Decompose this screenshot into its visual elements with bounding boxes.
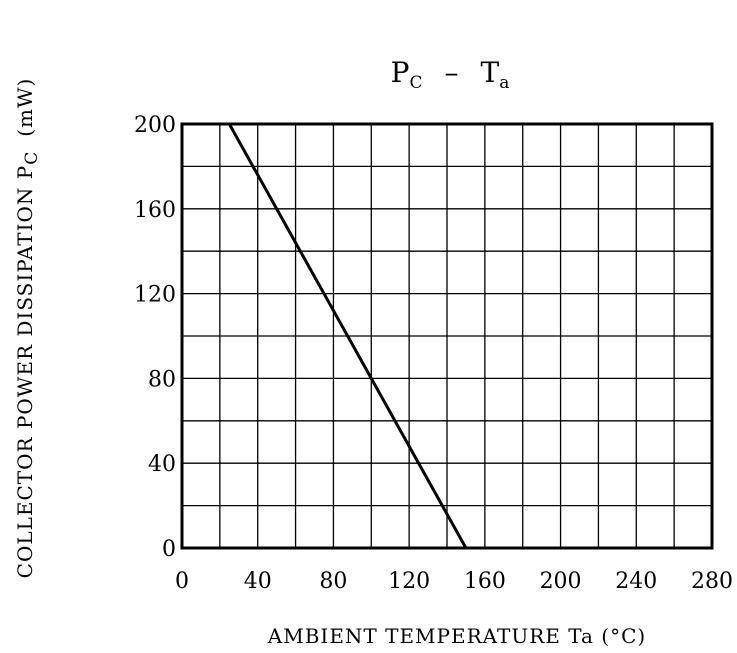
y-tick-label: 200 — [134, 113, 176, 138]
series-line-0 — [182, 122, 468, 549]
y-tick-label: 120 — [134, 283, 176, 308]
chart-title: PC – Ta — [391, 56, 510, 93]
x-tick-label: 160 — [464, 569, 506, 594]
x-axis-label: AMBIENT TEMPERATURE Ta (°C) — [267, 624, 646, 648]
chart-grid — [182, 124, 712, 548]
tick-labels: 0 40 80 120 160 200 240 280 0 40 80 120 160 200 — [134, 113, 733, 594]
y-axis-label: COLLECTOR POWER DISSIPATION PC(mW) — [13, 78, 42, 579]
y-tick-label: 0 — [162, 537, 176, 562]
y-tick-label: 40 — [148, 452, 176, 477]
x-tick-label: 120 — [388, 569, 430, 594]
series-group — [182, 122, 468, 549]
x-tick-label: 0 — [175, 569, 189, 594]
x-tick-label: 240 — [615, 569, 657, 594]
x-tick-label: 280 — [691, 569, 733, 594]
y-tick-label: 160 — [134, 198, 176, 223]
y-tick-label: 80 — [148, 367, 176, 392]
x-tick-label: 40 — [244, 569, 272, 594]
plot-frame — [180, 122, 714, 550]
x-tick-label: 200 — [540, 569, 582, 594]
x-tick-label: 80 — [319, 569, 347, 594]
